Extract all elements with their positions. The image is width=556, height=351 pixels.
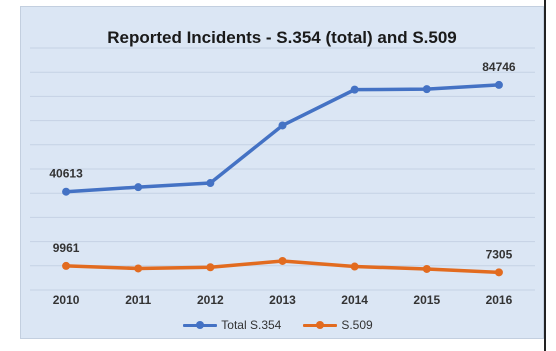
data-point [62, 261, 71, 270]
legend-label-s509: S.509 [341, 318, 373, 332]
chart-legend: Total S.354 S.509 [0, 318, 556, 332]
x-tick-label: 2015 [413, 293, 440, 307]
data-point [422, 85, 431, 94]
chart-title: Reported Incidents - S.354 (total) and S… [107, 28, 457, 47]
data-point [62, 187, 71, 196]
data-point [278, 256, 287, 265]
legend-item-total-s354: Total S.354 [183, 318, 281, 332]
data-point [134, 264, 143, 273]
data-point [134, 183, 143, 192]
data-point [422, 264, 431, 273]
data-point [278, 121, 287, 130]
data-label: 7305 [486, 247, 513, 261]
chart-panel [20, 6, 544, 339]
legend-label-total-s354: Total S.354 [221, 318, 282, 332]
data-point [494, 80, 503, 89]
right-border [544, 0, 546, 351]
data-label: 40613 [49, 167, 83, 181]
data-point [350, 85, 359, 94]
x-tick-label: 2016 [486, 293, 513, 307]
series-line [64, 83, 501, 194]
x-tick-label: 2010 [53, 293, 80, 307]
data-point [206, 179, 215, 188]
legend-swatch-total-s354 [183, 319, 218, 331]
x-tick-label: 2011 [125, 293, 151, 307]
data-point [350, 262, 359, 271]
x-tick-label: 2012 [197, 293, 224, 307]
x-tick-label: 2014 [341, 293, 368, 307]
data-label: 9961 [53, 241, 80, 255]
data-point [206, 263, 215, 272]
legend-swatch-s509 [303, 319, 338, 331]
legend-item-s509: S.509 [303, 318, 373, 332]
data-label: 84746 [482, 60, 516, 74]
x-tick-label: 2013 [269, 293, 296, 307]
data-point [494, 268, 503, 277]
